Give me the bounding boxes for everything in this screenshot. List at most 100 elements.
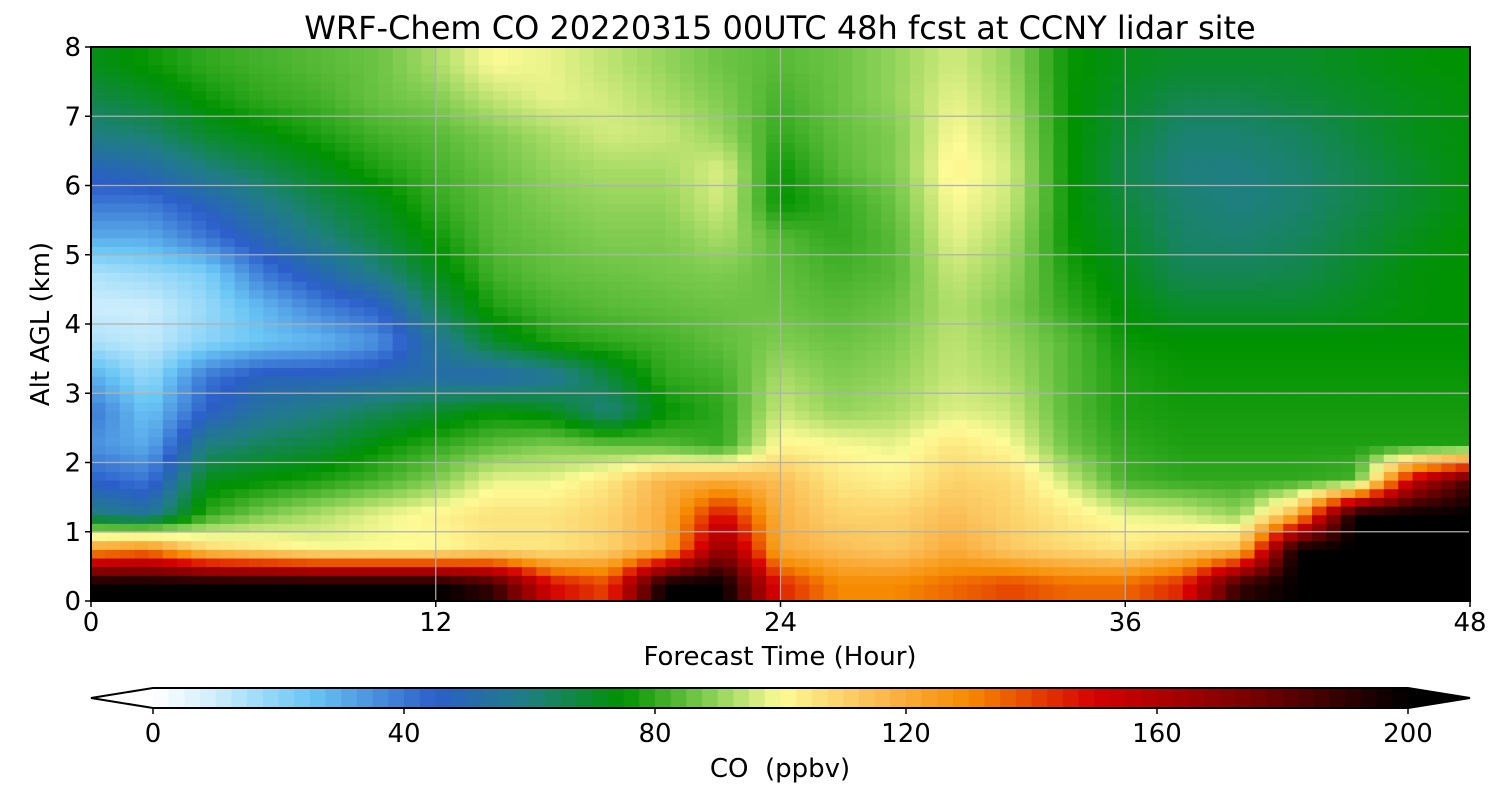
heatmap-cell [363, 202, 380, 213]
heatmap-cell [1010, 168, 1026, 178]
heatmap-cell [766, 211, 782, 221]
heatmap-cell [550, 575, 566, 585]
heatmap-cell [1168, 557, 1184, 568]
heatmap-cell [550, 306, 566, 317]
heatmap-cell [91, 185, 107, 195]
heatmap-cell [292, 367, 308, 377]
heatmap-cell [1383, 228, 1399, 239]
heatmap-cell [1211, 583, 1227, 594]
heatmap-cell [967, 488, 983, 498]
heatmap-cell [349, 185, 365, 195]
heatmap-cell [1067, 592, 1083, 601]
heatmap-cell [1297, 505, 1313, 516]
heatmap-cell [1096, 462, 1112, 472]
heatmap-cell [1426, 505, 1443, 516]
heatmap-cell [809, 237, 825, 247]
heatmap-cell [881, 557, 897, 568]
heatmap-cell [1039, 211, 1055, 221]
heatmap-cell [392, 419, 408, 429]
heatmap-cell [205, 185, 222, 195]
heatmap-cell [737, 254, 753, 265]
heatmap-cell [306, 202, 322, 213]
heatmap-cell [1441, 453, 1457, 464]
heatmap-cell [1039, 168, 1055, 178]
heatmap-cell [1225, 549, 1241, 559]
heatmap-cell [536, 445, 552, 455]
heatmap-cell [1297, 246, 1313, 256]
heatmap-cell [335, 523, 351, 533]
heatmap-cell [995, 211, 1012, 221]
heatmap-cell [1412, 592, 1428, 601]
heatmap-cell [249, 194, 265, 204]
heatmap-cell [1139, 583, 1155, 594]
heatmap-cell [1225, 540, 1241, 550]
heatmap-cell [995, 168, 1012, 178]
heatmap-cell [866, 202, 882, 213]
heatmap-cell [924, 315, 940, 325]
heatmap-cell [593, 332, 609, 343]
heatmap-cell [119, 306, 135, 317]
heatmap-cell [1455, 410, 1470, 421]
heatmap-cell [1383, 341, 1399, 351]
heatmap-cell [306, 358, 322, 369]
heatmap-cell [1455, 289, 1470, 299]
heatmap-cell [809, 220, 825, 230]
heatmap-cell [292, 549, 308, 559]
heatmap-cell [1039, 445, 1055, 455]
heatmap-cell [1096, 566, 1112, 576]
heatmap-cell [636, 445, 653, 455]
heatmap-cell [665, 349, 681, 360]
heatmap-cell [809, 211, 825, 221]
heatmap-cell [708, 566, 724, 576]
heatmap-cell [1297, 367, 1313, 377]
heatmap-cell [1441, 445, 1457, 455]
heatmap-cell [622, 185, 638, 195]
heatmap-cell [119, 497, 135, 507]
heatmap-cell [622, 427, 638, 438]
heatmap-cell [1441, 575, 1457, 585]
heatmap-cell [536, 298, 552, 308]
heatmap-cell [995, 272, 1012, 282]
heatmap-cell [1297, 540, 1313, 550]
heatmap-cell [191, 202, 207, 213]
heatmap-cell [1355, 367, 1371, 377]
heatmap-cell [1398, 306, 1414, 317]
heatmap-cell [651, 505, 667, 516]
heatmap-cell [1110, 592, 1127, 601]
heatmap-cell [191, 384, 207, 395]
heatmap-cell [565, 566, 581, 576]
heatmap-cell [1297, 427, 1313, 438]
heatmap-cell [162, 575, 178, 585]
heatmap-cell [694, 540, 710, 550]
heatmap-cell [766, 237, 782, 247]
heatmap-cell [1067, 505, 1083, 516]
heatmap-cell [924, 557, 940, 568]
heatmap-cell [335, 471, 351, 481]
heatmap-cell [407, 341, 423, 351]
heatmap-cell [1340, 228, 1356, 239]
heatmap-cell [407, 497, 423, 507]
heatmap-cell [277, 583, 293, 594]
heatmap-cell [550, 471, 566, 481]
heatmap-cell [1426, 557, 1443, 568]
heatmap-cell [450, 427, 466, 438]
heatmap-cell [1369, 254, 1385, 265]
heatmap-cell [924, 341, 940, 351]
heatmap-cell [1283, 540, 1299, 550]
heatmap-cell [665, 479, 681, 490]
heatmap-cell [967, 159, 983, 169]
heatmap-cell [450, 436, 466, 446]
heatmap-cell [277, 280, 293, 291]
heatmap-cell [277, 237, 293, 247]
heatmap-cell [1225, 575, 1241, 585]
heatmap-cell [105, 488, 121, 498]
heatmap-cell [766, 228, 782, 239]
heatmap-cell [823, 410, 839, 421]
heatmap-cell [794, 324, 811, 334]
heatmap-cell [1297, 462, 1313, 472]
heatmap-cell [105, 419, 121, 429]
heatmap-cell [924, 168, 940, 178]
heatmap-cell [464, 228, 480, 239]
heatmap-cell [565, 462, 581, 472]
heatmap-cell [679, 514, 696, 524]
